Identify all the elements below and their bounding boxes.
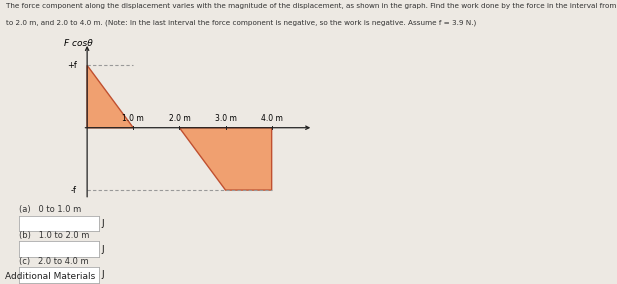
Text: +f: +f — [67, 61, 77, 70]
Text: 2.0 m: 2.0 m — [168, 114, 190, 123]
Text: The force component along the displacement varies with the magnitude of the disp: The force component along the displaceme… — [6, 3, 617, 9]
Text: (a)   0 to 1.0 m: (a) 0 to 1.0 m — [19, 205, 81, 214]
Text: 3.0 m: 3.0 m — [215, 114, 236, 123]
Text: (c)   2.0 to 4.0 m: (c) 2.0 to 4.0 m — [19, 256, 88, 266]
Text: Additional Materials: Additional Materials — [4, 272, 95, 281]
Text: -f: -f — [71, 185, 77, 195]
Text: to 2.0 m, and 2.0 to 4.0 m. (Note: In the last interval the force component is n: to 2.0 m, and 2.0 to 4.0 m. (Note: In th… — [6, 20, 476, 26]
Polygon shape — [87, 65, 133, 128]
Text: (b)   1.0 to 2.0 m: (b) 1.0 to 2.0 m — [19, 231, 89, 240]
Text: 4.0 m: 4.0 m — [261, 114, 283, 123]
Text: J: J — [102, 219, 104, 228]
Text: 1.0 m: 1.0 m — [122, 114, 144, 123]
Polygon shape — [180, 128, 271, 190]
Text: F cosθ: F cosθ — [64, 39, 93, 48]
Text: J: J — [102, 270, 104, 279]
Text: J: J — [102, 245, 104, 254]
